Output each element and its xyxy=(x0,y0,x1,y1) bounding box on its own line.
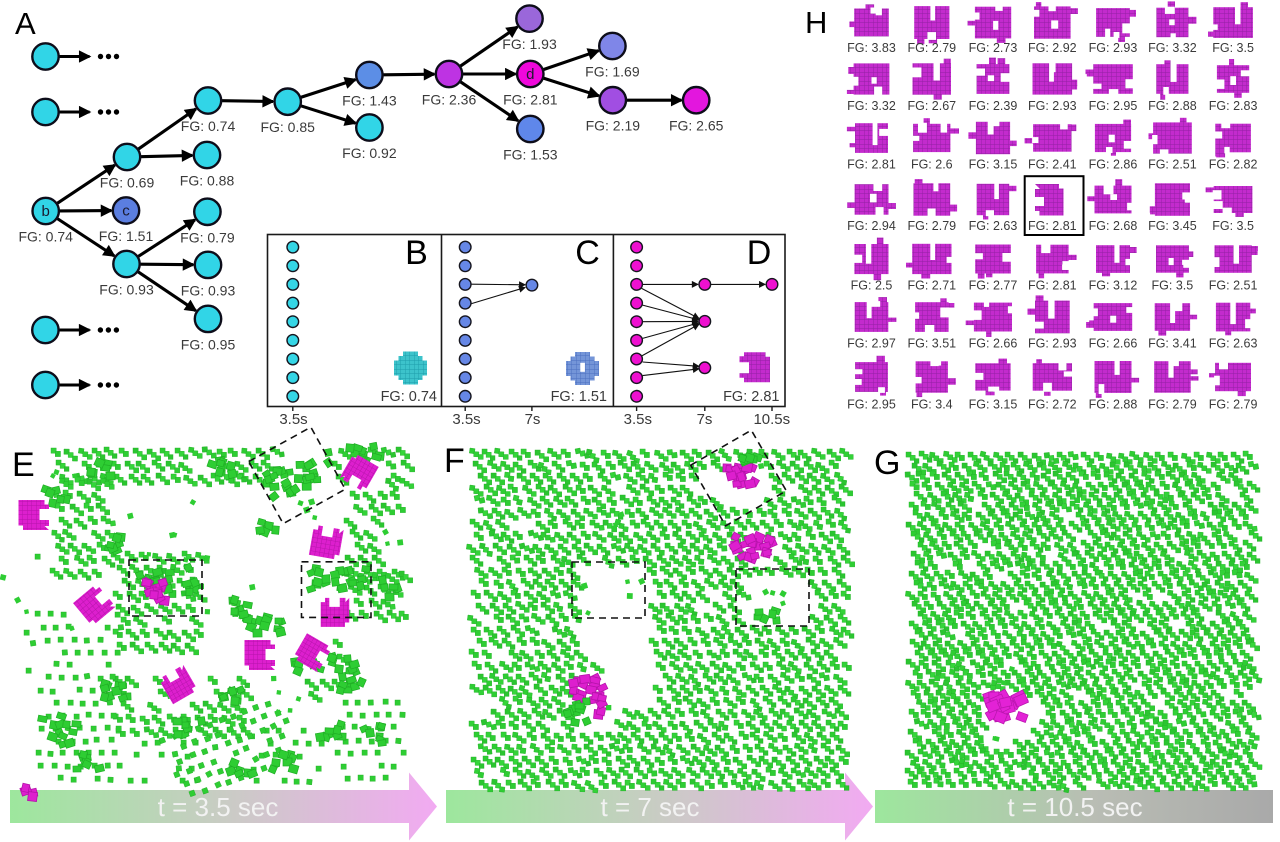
svg-text:D: D xyxy=(747,234,772,272)
svg-text:FG: 3.5: FG: 3.5 xyxy=(1212,41,1254,55)
svg-text:FG: 2.79: FG: 2.79 xyxy=(907,219,956,233)
svg-text:FG: 2.81: FG: 2.81 xyxy=(847,158,896,172)
svg-text:FG: 2.95: FG: 2.95 xyxy=(1089,99,1138,113)
svg-text:FG: 2.77: FG: 2.77 xyxy=(969,279,1018,293)
svg-text:7s: 7s xyxy=(697,411,713,428)
svg-text:FG: 1.43: FG: 1.43 xyxy=(342,93,397,109)
svg-text:FG: 1.69: FG: 1.69 xyxy=(585,64,640,80)
svg-text:t = 3.5 sec: t = 3.5 sec xyxy=(158,792,279,822)
svg-text:B: B xyxy=(405,234,428,272)
svg-text:FG: 2.71: FG: 2.71 xyxy=(907,279,956,293)
svg-text:FG: 2.79: FG: 2.79 xyxy=(1209,398,1258,412)
svg-text:FG: 2.81: FG: 2.81 xyxy=(1028,279,1077,293)
svg-text:FG: 3.4: FG: 3.4 xyxy=(911,398,953,412)
svg-text:A: A xyxy=(15,6,36,41)
svg-text:FG: 0.93: FG: 0.93 xyxy=(99,282,154,298)
svg-text:FG: 3.32: FG: 3.32 xyxy=(1148,41,1197,55)
svg-text:FG: 2.81: FG: 2.81 xyxy=(1028,219,1077,233)
svg-text:FG: 2.83: FG: 2.83 xyxy=(1209,99,1258,113)
svg-text:FG: 3.45: FG: 3.45 xyxy=(1148,219,1197,233)
svg-text:FG: 2.88: FG: 2.88 xyxy=(1089,398,1138,412)
svg-text:FG: 2.6: FG: 2.6 xyxy=(911,158,953,172)
svg-text:t = 10.5 sec: t = 10.5 sec xyxy=(1007,792,1142,822)
svg-text:FG: 2.72: FG: 2.72 xyxy=(1028,398,1077,412)
svg-text:7s: 7s xyxy=(525,411,541,428)
svg-text:d: d xyxy=(526,66,534,83)
svg-text:FG: 0.95: FG: 0.95 xyxy=(181,336,236,352)
svg-text:t = 7 sec: t = 7 sec xyxy=(601,792,700,822)
svg-text:E: E xyxy=(12,446,35,484)
svg-text:FG: 2.41: FG: 2.41 xyxy=(1028,158,1077,172)
svg-text:FG: 0.74: FG: 0.74 xyxy=(381,389,437,405)
svg-text:FG: 2.82: FG: 2.82 xyxy=(1209,158,1258,172)
svg-text:FG: 1.93: FG: 1.93 xyxy=(502,36,557,52)
svg-text:FG: 1.53: FG: 1.53 xyxy=(503,147,558,163)
svg-text:FG: 2.81: FG: 2.81 xyxy=(503,92,558,108)
svg-text:FG: 2.66: FG: 2.66 xyxy=(969,337,1018,351)
svg-text:FG: 0.69: FG: 0.69 xyxy=(100,175,155,191)
svg-text:FG: 2.51: FG: 2.51 xyxy=(1148,158,1197,172)
svg-text:FG: 3.5: FG: 3.5 xyxy=(1152,279,1194,293)
svg-text:FG: 2.93: FG: 2.93 xyxy=(1089,41,1138,55)
svg-text:3.5s: 3.5s xyxy=(452,411,480,428)
svg-text:FG: 0.92: FG: 0.92 xyxy=(342,145,397,161)
svg-text:FG: 2.63: FG: 2.63 xyxy=(969,219,1018,233)
svg-text:FG: 2.92: FG: 2.92 xyxy=(1028,41,1077,55)
svg-text:C: C xyxy=(575,234,600,272)
svg-text:FG: 2.66: FG: 2.66 xyxy=(1089,337,1138,351)
svg-text:c: c xyxy=(122,203,130,220)
svg-text:10.5s: 10.5s xyxy=(753,411,790,428)
svg-text:FG: 2.94: FG: 2.94 xyxy=(847,219,896,233)
svg-text:3.5s: 3.5s xyxy=(279,411,307,428)
svg-text:FG: 0.88: FG: 0.88 xyxy=(180,173,235,189)
svg-text:FG: 3.51: FG: 3.51 xyxy=(907,337,956,351)
svg-text:FG: 2.73: FG: 2.73 xyxy=(969,41,1018,55)
svg-text:FG: 2.68: FG: 2.68 xyxy=(1089,219,1138,233)
svg-text:F: F xyxy=(444,442,465,480)
svg-text:H: H xyxy=(805,5,827,40)
svg-text:FG: 0.79: FG: 0.79 xyxy=(180,229,235,245)
svg-text:FG: 2.63: FG: 2.63 xyxy=(1209,337,1258,351)
svg-text:3.5s: 3.5s xyxy=(624,411,652,428)
svg-text:FG: 2.39: FG: 2.39 xyxy=(969,99,1018,113)
svg-text:FG: 3.5: FG: 3.5 xyxy=(1212,219,1254,233)
svg-text:FG: 2.65: FG: 2.65 xyxy=(669,118,724,134)
svg-text:FG: 0.85: FG: 0.85 xyxy=(260,119,315,135)
svg-text:FG: 0.93: FG: 0.93 xyxy=(181,282,236,298)
svg-text:FG: 2.88: FG: 2.88 xyxy=(1148,99,1197,113)
svg-text:FG: 3.83: FG: 3.83 xyxy=(847,41,896,55)
svg-text:FG: 3.41: FG: 3.41 xyxy=(1148,337,1197,351)
svg-text:FG: 2.51: FG: 2.51 xyxy=(1209,279,1258,293)
svg-text:FG: 2.79: FG: 2.79 xyxy=(1148,398,1197,412)
svg-text:FG: 0.74: FG: 0.74 xyxy=(181,118,236,134)
svg-text:FG: 2.93: FG: 2.93 xyxy=(1028,337,1077,351)
svg-text:FG: 2.5: FG: 2.5 xyxy=(851,279,893,293)
svg-text:FG: 3.12: FG: 3.12 xyxy=(1089,279,1138,293)
svg-text:FG: 2.93: FG: 2.93 xyxy=(1028,99,1077,113)
svg-text:FG: 1.51: FG: 1.51 xyxy=(99,228,154,244)
svg-text:FG: 0.74: FG: 0.74 xyxy=(18,229,73,245)
svg-text:FG: 2.19: FG: 2.19 xyxy=(586,118,641,134)
svg-text:FG: 1.51: FG: 1.51 xyxy=(551,389,607,405)
svg-text:b: b xyxy=(42,203,50,220)
svg-text:FG: 3.32: FG: 3.32 xyxy=(847,99,896,113)
svg-text:FG: 2.67: FG: 2.67 xyxy=(907,99,956,113)
svg-text:FG: 2.86: FG: 2.86 xyxy=(1089,158,1138,172)
svg-text:FG: 2.95: FG: 2.95 xyxy=(847,398,896,412)
svg-text:FG: 2.79: FG: 2.79 xyxy=(907,41,956,55)
svg-text:FG: 2.97: FG: 2.97 xyxy=(847,337,896,351)
svg-text:G: G xyxy=(874,444,900,482)
svg-text:FG: 2.81: FG: 2.81 xyxy=(723,389,779,405)
svg-text:FG: 2.36: FG: 2.36 xyxy=(422,92,477,108)
svg-text:FG: 3.15: FG: 3.15 xyxy=(969,398,1018,412)
svg-text:FG: 3.15: FG: 3.15 xyxy=(969,158,1018,172)
